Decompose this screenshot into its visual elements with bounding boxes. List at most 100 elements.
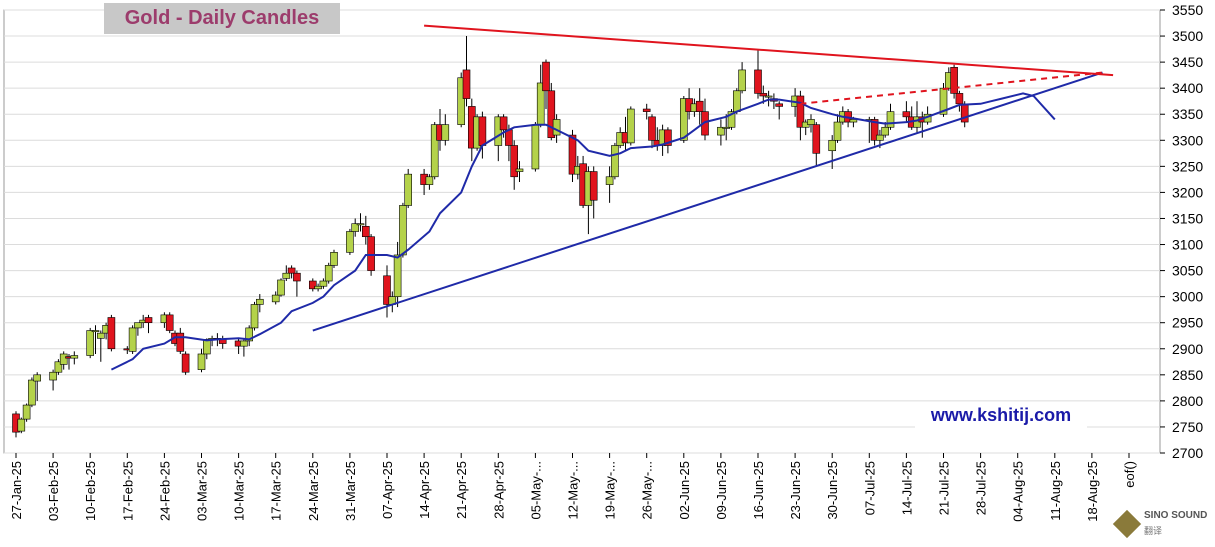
candle-body	[367, 236, 375, 271]
candle-body	[324, 265, 333, 282]
x-tick-label: 03-Mar-25	[195, 461, 210, 521]
candle-body	[393, 254, 402, 297]
x-tick-label: 28-Apr-25	[491, 461, 506, 519]
candle-body	[203, 339, 211, 355]
x-tick-label: 05-May-...	[528, 461, 543, 520]
candle-body	[849, 119, 858, 123]
candle-body	[695, 100, 704, 112]
candle-body	[722, 126, 731, 129]
candle-body	[478, 116, 487, 146]
candle-body	[134, 322, 142, 329]
y-tick-label: 2950	[1172, 315, 1203, 331]
candle-body	[796, 95, 805, 128]
candles	[12, 36, 969, 438]
y-tick-label: 3400	[1172, 80, 1203, 96]
candle-body	[128, 327, 137, 352]
candle-body	[399, 205, 407, 256]
candle-body	[950, 67, 958, 94]
candle-body	[642, 108, 651, 112]
resistance-extension-trendline	[800, 71, 1103, 105]
candle-body	[107, 317, 116, 350]
candle-body	[812, 124, 821, 154]
sino-sound-logo: SINO SOUND 翻译	[1112, 506, 1214, 546]
logo-diamond-icon	[1112, 509, 1142, 539]
candle-body	[356, 223, 365, 226]
x-tick-label: 12-May-...	[566, 461, 581, 520]
candle-body	[176, 332, 185, 352]
candle-body	[759, 93, 768, 97]
candle-body	[611, 145, 619, 178]
candle-body	[383, 275, 391, 305]
candle-body	[91, 330, 100, 333]
candle-body	[144, 317, 153, 324]
trendlines	[312, 24, 1114, 332]
candle-body	[807, 119, 815, 125]
candle-body	[870, 119, 879, 141]
candle-body	[732, 90, 741, 112]
candle-body	[255, 298, 264, 305]
x-tick-label: 04-Aug-25	[1011, 461, 1026, 522]
x-tick-label: 17-Mar-25	[269, 461, 284, 521]
x-tick-label: 14-Apr-25	[417, 461, 432, 519]
y-tick-label: 2700	[1172, 445, 1203, 461]
candle-body	[250, 304, 259, 329]
x-tick-label: 23-Jun-25	[788, 461, 803, 520]
x-tick-label: 10-Mar-25	[232, 461, 247, 521]
candle-body	[361, 225, 370, 238]
date-axis: 27-Jan-25 03-Feb-25 10-Feb-25 17-Feb-25 24-F…	[9, 453, 1137, 522]
candle-body	[33, 374, 42, 382]
x-tick-label: 21-Apr-25	[454, 461, 469, 519]
x-tick-label: eof()	[1122, 461, 1137, 488]
candle-body	[277, 279, 285, 296]
candle-body	[547, 90, 556, 138]
y-tick-label: 3250	[1172, 158, 1203, 174]
x-tick-label: 30-Jun-25	[825, 461, 840, 520]
candle-body	[287, 267, 296, 274]
y-tick-label: 3500	[1172, 28, 1203, 44]
candle-body	[330, 252, 338, 266]
candle-body	[17, 418, 26, 432]
y-tick-label: 3050	[1172, 263, 1203, 279]
candle-body	[430, 124, 439, 178]
logo-text: SINO SOUND	[1144, 510, 1208, 521]
candle-body	[701, 111, 709, 136]
chart-title: Gold - Daily Candles	[124, 7, 320, 29]
candle-body	[441, 124, 450, 141]
candle-body	[293, 272, 301, 282]
x-tick-label: 18-Aug-25	[1085, 461, 1100, 522]
candle-body	[22, 404, 31, 420]
support-trendline	[312, 71, 1103, 332]
candle-body	[589, 171, 598, 201]
candle-body	[240, 340, 248, 347]
candle-body	[197, 353, 206, 370]
y-tick-label: 3200	[1172, 184, 1203, 200]
candle-body	[626, 108, 635, 144]
candle-body	[54, 361, 63, 373]
candle-body	[308, 280, 317, 290]
y-tick-label: 3150	[1172, 210, 1203, 226]
x-tick-label: 31-Mar-25	[343, 461, 358, 521]
y-tick-label: 2750	[1172, 419, 1203, 435]
candle-body	[515, 168, 524, 172]
candle-body	[717, 126, 725, 136]
candle-body	[271, 294, 280, 303]
candle-body	[542, 61, 550, 92]
candle-body	[462, 69, 471, 99]
candle-body	[679, 98, 688, 141]
x-tick-label: 07-Apr-25	[380, 461, 395, 519]
candle-body	[97, 332, 105, 339]
candle-body	[165, 314, 174, 331]
candle-body	[568, 134, 577, 175]
candle-body	[404, 173, 413, 206]
y-tick-label: 2800	[1172, 393, 1203, 409]
candle-body	[764, 95, 773, 98]
candle-body	[70, 355, 79, 359]
candle-body	[346, 231, 354, 253]
x-tick-label: 02-Jun-25	[677, 461, 692, 520]
website-watermark: www.kshitij.com	[915, 402, 1087, 428]
candle-body	[828, 139, 837, 152]
candle-body	[86, 330, 94, 356]
x-tick-label: 10-Feb-25	[83, 461, 98, 521]
candle-body	[49, 371, 57, 381]
